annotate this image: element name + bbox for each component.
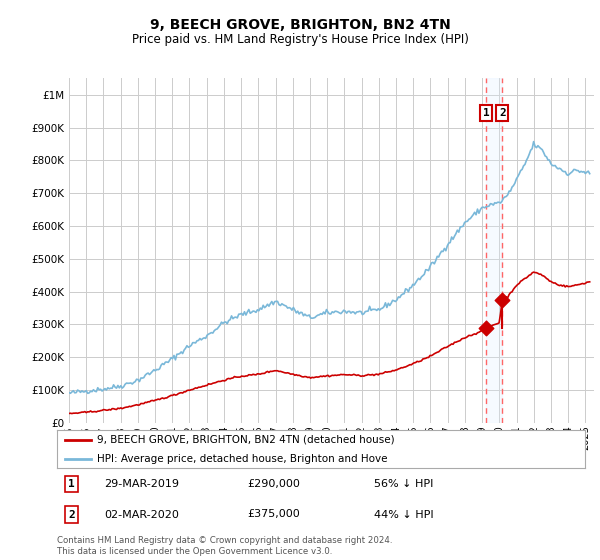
Text: 9, BEECH GROVE, BRIGHTON, BN2 4TN: 9, BEECH GROVE, BRIGHTON, BN2 4TN	[149, 18, 451, 32]
Text: 1: 1	[68, 479, 75, 489]
Text: HPI: Average price, detached house, Brighton and Hove: HPI: Average price, detached house, Brig…	[97, 454, 387, 464]
Point	[481, 323, 491, 332]
Text: £375,000: £375,000	[247, 510, 300, 520]
Text: 29-MAR-2019: 29-MAR-2019	[104, 479, 179, 489]
Text: 56% ↓ HPI: 56% ↓ HPI	[374, 479, 433, 489]
Point	[497, 295, 507, 304]
Text: 9, BEECH GROVE, BRIGHTON, BN2 4TN (detached house): 9, BEECH GROVE, BRIGHTON, BN2 4TN (detac…	[97, 435, 394, 445]
Text: 44% ↓ HPI: 44% ↓ HPI	[374, 510, 433, 520]
Bar	[486, 78, 502, 423]
Text: 1: 1	[483, 108, 490, 118]
Text: £290,000: £290,000	[247, 479, 300, 489]
Text: Price paid vs. HM Land Registry's House Price Index (HPI): Price paid vs. HM Land Registry's House …	[131, 32, 469, 46]
Text: 2: 2	[68, 510, 75, 520]
Text: Contains HM Land Registry data © Crown copyright and database right 2024.
This d: Contains HM Land Registry data © Crown c…	[57, 536, 392, 556]
Text: 2: 2	[499, 108, 506, 118]
Text: 02-MAR-2020: 02-MAR-2020	[104, 510, 179, 520]
